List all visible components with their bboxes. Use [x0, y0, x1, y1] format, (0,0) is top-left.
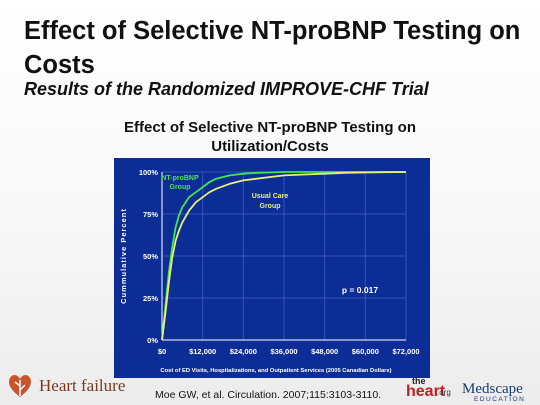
y-tick-label: 100%: [139, 168, 159, 177]
x-axis-title: Cost of ED Visits, Hospitalizations, and…: [160, 368, 391, 374]
y-tick-label: 75%: [143, 210, 158, 219]
medscape-logo-education: EDUCATION: [474, 396, 526, 403]
theheart-logo-the: the: [412, 376, 426, 386]
y-tick-label: 50%: [143, 252, 158, 261]
medscape-logo: Medscape EDUCATION: [462, 381, 536, 403]
y-tick-label: 0%: [147, 336, 158, 345]
series-line-usual-care: [161, 171, 407, 341]
x-tick-label: $72,000: [392, 347, 419, 356]
theheart-logo-org: .org: [437, 388, 451, 397]
x-tick-label: $36,000: [270, 347, 297, 356]
theheart-org-logo: the heart .org: [406, 376, 454, 402]
series-line-ntprobnp: [161, 171, 406, 341]
heart-failure-logo: Heart failure: [5, 370, 125, 400]
y-tick-label: 25%: [143, 294, 158, 303]
x-tick-label: $48,000: [311, 347, 338, 356]
series-label-ntprobnp-line1: NT-proBNP: [161, 175, 199, 182]
cumulative-cost-chart: 0% 25% 50% 75% 100% $0 $12,000 $24,000 $36,000 $4…: [114, 158, 430, 378]
citation: Moe GW, et al. Circulation. 2007;115:310…: [155, 389, 382, 401]
slide-title: Effect of Selective NT-proBNP Testing on…: [24, 17, 521, 79]
plot-background: [114, 158, 430, 378]
theheart-logo-heart: heart: [406, 383, 446, 400]
x-tick-label: $60,000: [352, 347, 379, 356]
leaf-heart-icon: [9, 375, 31, 397]
series-label-usual-care-line2: Group: [260, 203, 281, 210]
p-value-annotation: p = 0.017: [342, 285, 378, 295]
y-axis-title: Cummulative Percent: [119, 208, 128, 304]
x-tick-label: $12,000: [189, 347, 216, 356]
heart-failure-logo-text: Heart failure: [39, 376, 126, 395]
slide-subtitle: Results of the Randomized IMPROVE-CHF Tr…: [24, 79, 429, 99]
chart-title: Effect of Selective NT-proBNP Testing on…: [124, 119, 416, 155]
x-tick-label: $24,000: [230, 347, 257, 356]
x-tick-label: $0: [158, 347, 166, 356]
series-label-ntprobnp-line2: Group: [170, 184, 191, 191]
series-label-usual-care-line1: Usual Care: [252, 193, 289, 200]
medscape-logo-name: Medscape: [462, 381, 523, 397]
